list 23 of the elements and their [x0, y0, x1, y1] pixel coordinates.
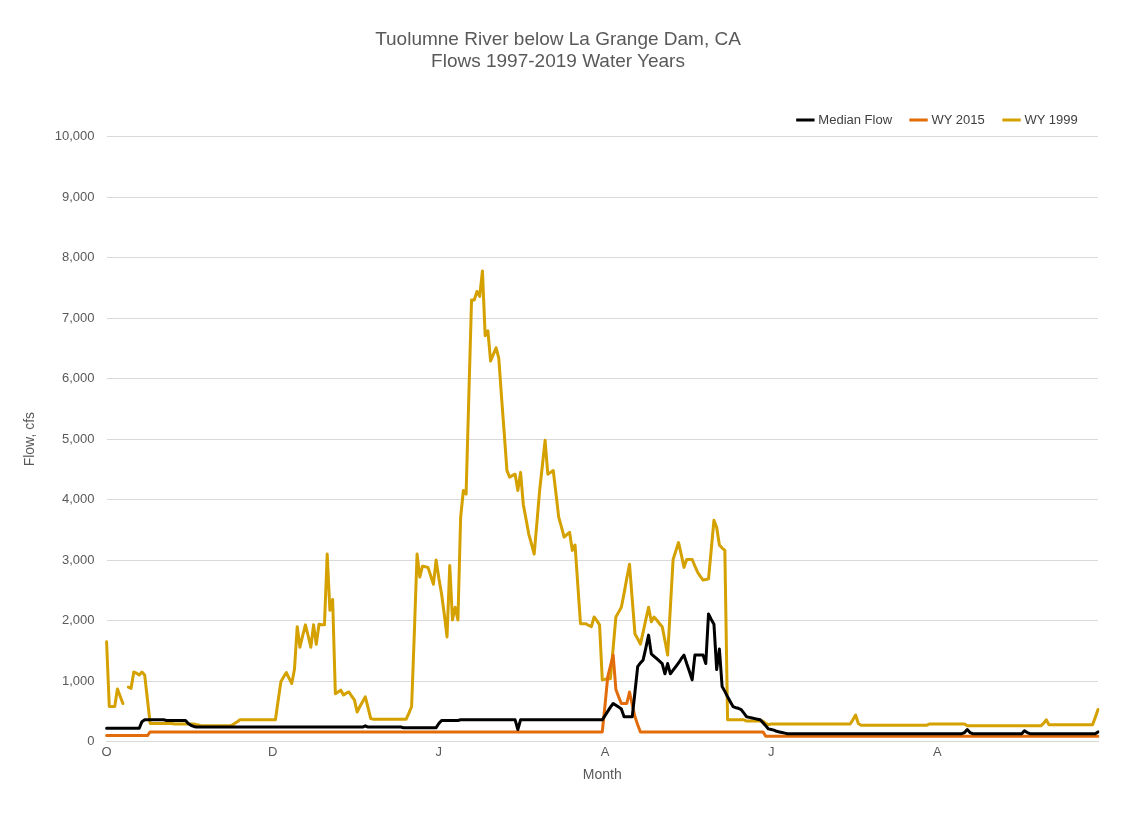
x-tick-label: O: [101, 743, 112, 759]
x-tick-label: J: [767, 743, 775, 759]
x-axis-title: Month: [582, 766, 622, 783]
legend-label: WY 1999: [1024, 111, 1078, 127]
y-tick-label: 4,000: [62, 491, 95, 507]
x-tick-label: J: [435, 743, 443, 759]
legend-label: Median Flow: [818, 111, 893, 127]
y-tick-label: 6,000: [62, 370, 95, 386]
y-tick-label: 2,000: [62, 612, 95, 628]
chart-title: Tuolumne River below La Grange Dam, CA Flows 1997-2019 Water Years: [375, 27, 742, 72]
y-tick-label: 9,000: [62, 188, 95, 204]
y-tick-label: 0: [87, 733, 95, 749]
y-tick-label: 3,000: [62, 551, 95, 567]
x-tick-label: A: [932, 743, 942, 759]
legend-label: WY 2015: [931, 111, 985, 127]
y-tick-label: 1,000: [62, 672, 95, 688]
x-tick-label: D: [268, 743, 278, 759]
y-tick-label: 7,000: [62, 309, 95, 325]
y-tick-label: 10,000: [54, 128, 95, 144]
y-tick-label: 8,000: [62, 249, 95, 265]
x-tick-label: A: [600, 743, 610, 759]
y-axis-title: Flow, cfs: [21, 411, 38, 467]
y-tick-label: 5,000: [62, 430, 95, 446]
